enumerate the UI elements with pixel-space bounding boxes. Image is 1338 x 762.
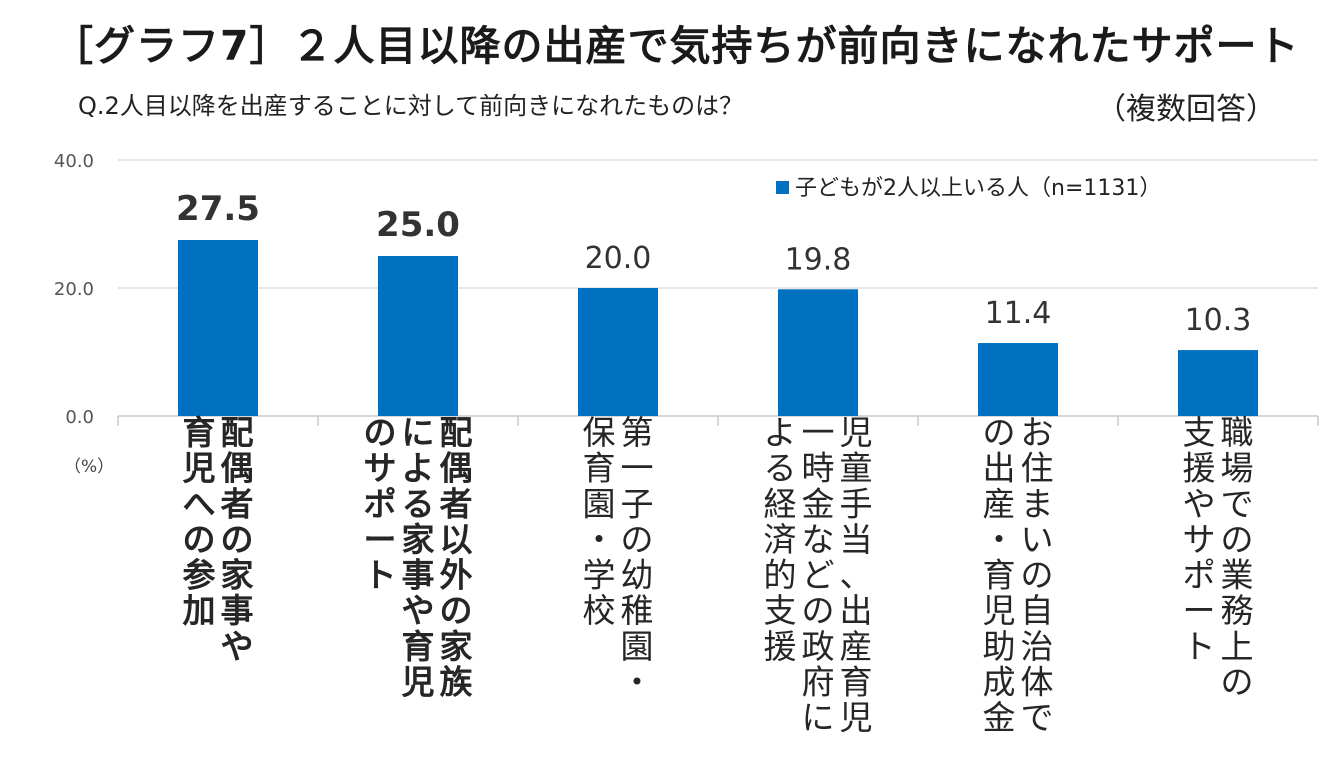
legend-label: 子どもが2人以上いる人（n=1131） [795, 176, 1161, 201]
x-category-label: お住まいの自治体で [1021, 413, 1054, 737]
x-category-label: よる経済的支援 [764, 413, 797, 666]
data-label: 25.0 [376, 205, 460, 245]
chart-title: ［グラフ7］２人目以降の出産で気持ちが前向きになれたサポート [52, 22, 1300, 70]
bar [578, 288, 658, 416]
x-category-label: のサポート [364, 413, 397, 595]
bar [378, 256, 458, 416]
x-category-label: 支援やサポート [1183, 413, 1216, 666]
x-category-label: 一時金などの政府に [802, 413, 835, 737]
data-label: 27.5 [176, 189, 260, 229]
data-label: 19.8 [785, 242, 852, 277]
x-category-label: 保育園・学校 [583, 413, 616, 630]
x-category-label: 第一子の幼稚園・ [621, 413, 654, 701]
x-category-label: 職場での業務上の [1221, 413, 1254, 701]
data-label: 11.4 [985, 296, 1052, 331]
x-category-label: の出産・育児助成金 [983, 413, 1016, 737]
x-category-label: による家事や育児 [402, 413, 435, 701]
bar [1178, 350, 1258, 416]
bar [178, 240, 258, 416]
x-category-label: 児童手当、出産育児 [840, 413, 873, 737]
y-tick-label: 0.0 [65, 407, 94, 428]
chart-subtitle: Q.2人目以降を出産することに対して前向きになれたものは？ [78, 92, 744, 120]
multiple-answer-note: （複数回答） [1096, 92, 1276, 127]
x-category-label: 配偶者の家事や [221, 413, 254, 666]
y-tick-label: 20.0 [54, 279, 94, 300]
bar [778, 289, 858, 416]
unit-label: （%） [64, 457, 115, 477]
x-category-label: 配偶者以外の家族 [440, 413, 473, 701]
data-label: 20.0 [585, 241, 652, 276]
data-label: 10.3 [1185, 303, 1252, 338]
x-category-label: 育児への参加 [183, 413, 216, 630]
bar [978, 343, 1058, 416]
legend-swatch [776, 181, 789, 194]
y-tick-label: 40.0 [54, 151, 94, 172]
